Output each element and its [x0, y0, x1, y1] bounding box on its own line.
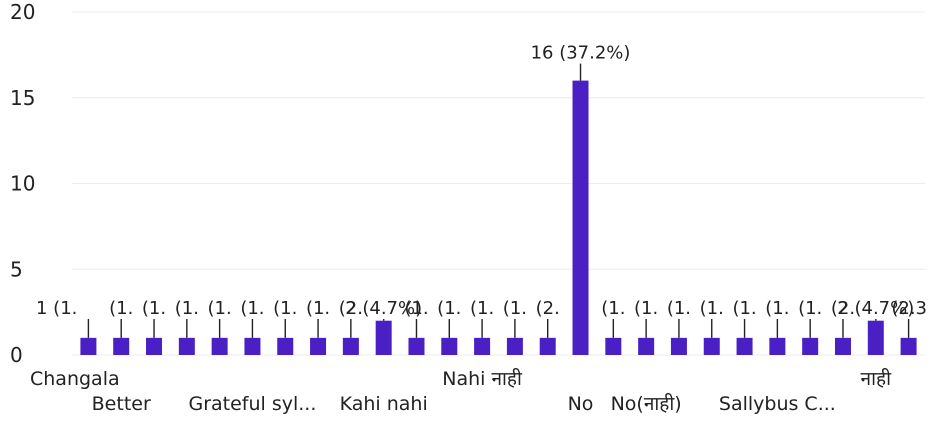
data-label: (1.	[273, 298, 297, 319]
category-labels: Changala Better Grateful syl... Kahi nahi Na…	[30, 367, 892, 415]
bar	[146, 337, 163, 355]
data-label: (2.3	[891, 298, 927, 319]
data-label: (1.	[503, 298, 527, 319]
data-label: 16 (37.2%)	[531, 43, 631, 64]
data-label: (1.	[798, 298, 822, 319]
data-label: 1 (1.	[36, 298, 77, 319]
data-label: (1.	[732, 298, 756, 319]
bar	[572, 80, 589, 355]
bar	[178, 337, 195, 355]
bar	[474, 337, 491, 355]
data-label: (1.	[437, 298, 461, 319]
x-tick-label: Better	[92, 393, 151, 415]
bar	[244, 337, 261, 355]
data-label: (1.	[601, 298, 625, 319]
gridlines	[72, 11, 925, 356]
bar	[310, 337, 327, 355]
y-tick-label: 15	[10, 86, 35, 110]
data-label: (2.	[536, 298, 560, 319]
bar	[211, 337, 228, 355]
bar	[506, 337, 523, 355]
bar	[769, 337, 786, 355]
x-tick-label: Grateful syl...	[188, 393, 316, 415]
data-label: (1.	[765, 298, 789, 319]
y-tick-label: 10	[10, 172, 35, 196]
data-label: (1.	[306, 298, 330, 319]
bar	[736, 337, 753, 355]
bar	[408, 337, 425, 355]
bars	[80, 80, 917, 355]
data-label: (1.	[142, 298, 166, 319]
y-tick-label: 0	[10, 343, 23, 367]
data-label: (1.	[700, 298, 724, 319]
data-label: (2.	[831, 298, 855, 319]
label-leaders	[87, 63, 910, 338]
bar	[605, 337, 622, 355]
bar	[80, 337, 97, 355]
data-label: (1.	[667, 298, 691, 319]
bar	[638, 337, 655, 355]
y-tick-label: 20	[10, 0, 35, 24]
bar	[277, 337, 294, 355]
data-label: (1.	[470, 298, 494, 319]
x-tick-label: Nahi नाही	[442, 367, 523, 390]
bar	[670, 337, 687, 355]
bar	[867, 320, 884, 355]
x-tick-label: Changala	[30, 368, 120, 390]
data-label: (1.	[175, 298, 199, 319]
bar	[703, 337, 720, 355]
data-label: (2.	[339, 298, 363, 319]
x-tick-label: Sallybus C...	[719, 393, 836, 415]
bar	[375, 320, 392, 355]
y-axis-ticks: 0 5 10 15 20	[10, 0, 35, 367]
data-label: (1.	[240, 298, 264, 319]
bar	[441, 337, 458, 355]
data-label: (1.	[404, 298, 428, 319]
bar	[113, 337, 130, 355]
x-tick-label: No	[568, 393, 594, 415]
bar	[900, 337, 917, 355]
data-label: (1.	[208, 298, 232, 319]
bar	[834, 337, 851, 355]
y-tick-label: 5	[10, 257, 23, 281]
data-labels: 1 (1. (1. (1. (1. (1. (1. (1. (1. (2.2 (4.7%)(1.…	[36, 43, 927, 319]
data-label: 2 (4.7%)	[837, 298, 914, 319]
bar	[539, 337, 556, 355]
data-label: (1.	[109, 298, 133, 319]
bar	[342, 337, 359, 355]
data-label: 2 (4.7%)	[345, 298, 422, 319]
x-tick-label: नाही	[861, 367, 893, 390]
x-tick-label: Kahi nahi	[340, 393, 428, 415]
x-tick-label: No(नाही)	[611, 392, 682, 415]
bar	[802, 337, 819, 355]
data-label: (1.	[634, 298, 658, 319]
